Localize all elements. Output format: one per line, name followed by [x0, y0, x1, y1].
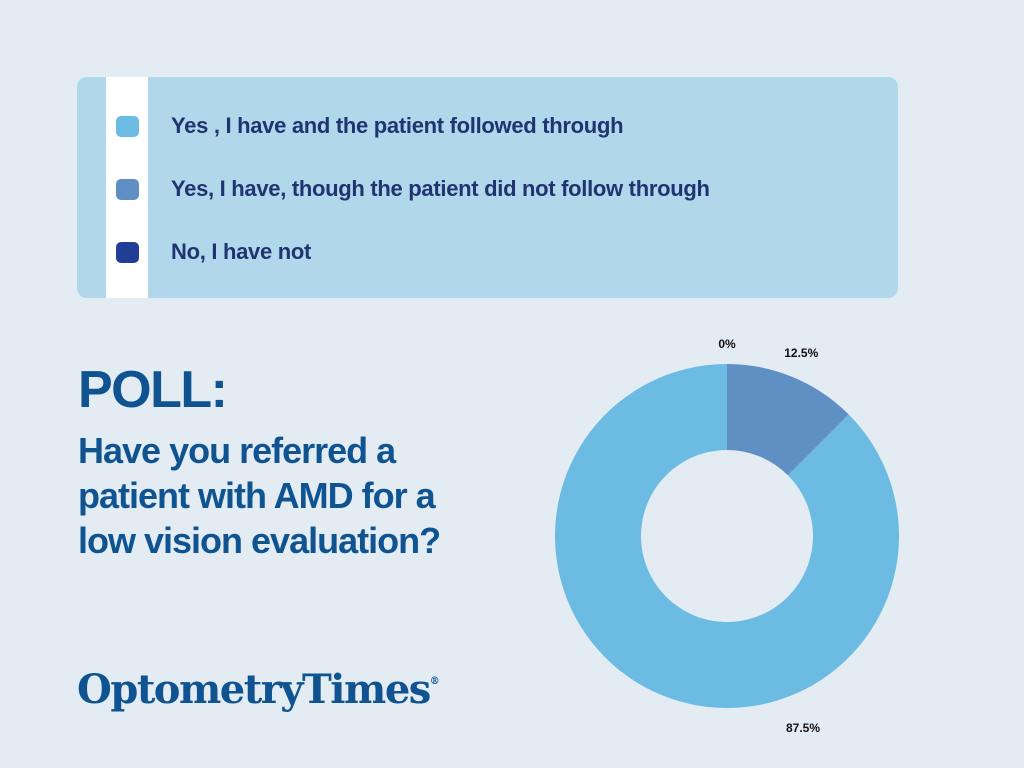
legend-label-followed-through: Yes , I have and the patient followed th…: [171, 113, 624, 138]
label-followed-through: 87.5%: [786, 721, 820, 735]
legend-panel: Yes , I have and the patient followed th…: [77, 77, 898, 298]
label-have-not: 0%: [718, 337, 736, 351]
legend-swatch-did-not-follow: [116, 179, 139, 200]
slice-did-not-follow: [727, 364, 849, 476]
label-did-not-follow: 12.5%: [784, 346, 818, 360]
optometry-times-logo: OptometryTimes®: [77, 666, 440, 713]
registered-mark: ®: [429, 676, 440, 687]
legend-label-have-not: No, I have not: [171, 239, 312, 264]
slice-followed-through: [555, 364, 900, 708]
legend-swatch-have-not: [116, 242, 139, 263]
poll-heading: POLL:: [78, 361, 228, 419]
legend-swatch-followed-through: [116, 116, 139, 137]
poll-question: Have you referred a patient with AMD for…: [78, 430, 441, 561]
brand-name: OptometryTimes: [77, 666, 431, 713]
legend-label-did-not-follow: Yes, I have, though the patient did not …: [171, 176, 710, 201]
